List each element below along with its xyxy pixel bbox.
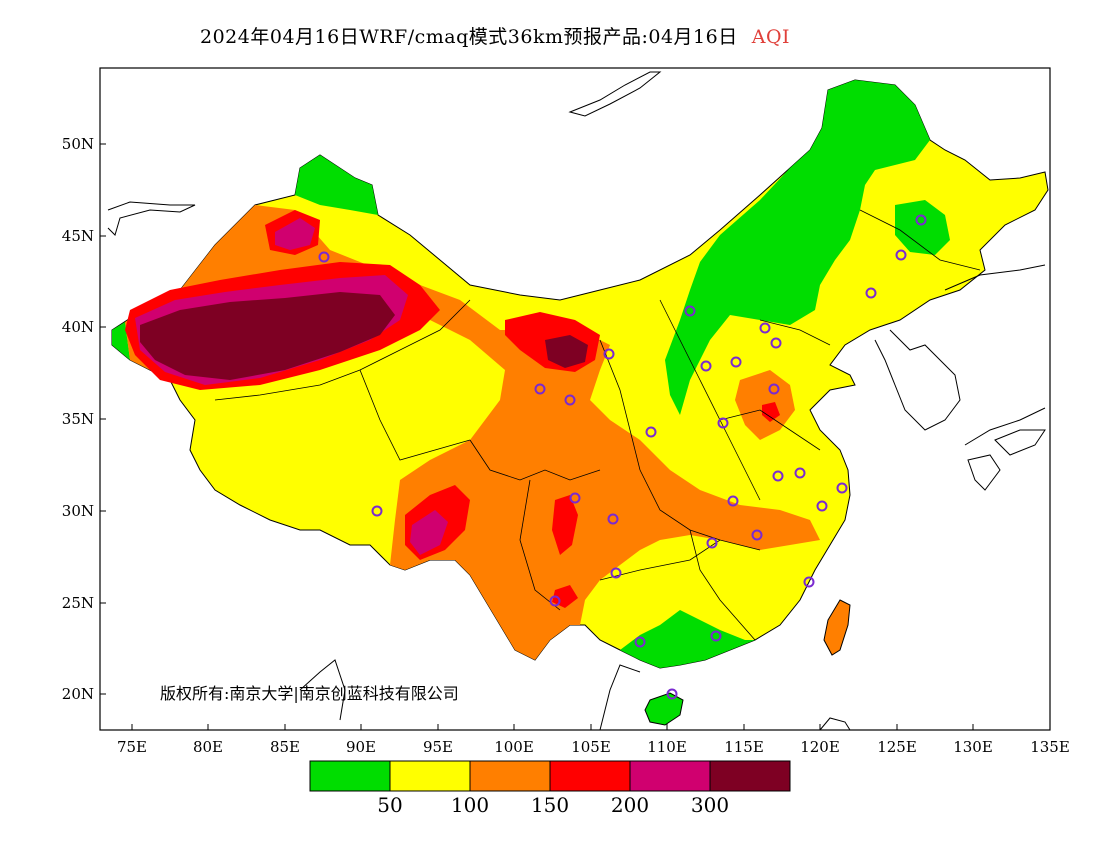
sichuan-unhealthy-patch: [552, 495, 578, 555]
station-marker: [534, 383, 546, 395]
lat-label: 20N: [62, 685, 94, 703]
station-marker: [318, 251, 330, 263]
lon-label: 130E: [953, 738, 993, 756]
hebei-unhealthy-patch: [762, 402, 780, 422]
lon-label: 85E: [270, 738, 300, 756]
junggar-very-unhealthy-patch: [275, 218, 315, 250]
aqi-legend: 50 100 150 200 300: [309, 760, 791, 817]
lon-label: 110E: [647, 738, 687, 756]
station-marker: [794, 467, 806, 479]
tibet-very-unhealthy-patch: [410, 510, 448, 555]
axis-ticks: [100, 143, 1051, 730]
legend-label: 300: [691, 793, 729, 817]
lon-label: 90E: [346, 738, 376, 756]
station-marker: [759, 322, 771, 334]
station-marker: [610, 567, 622, 579]
station-marker: [666, 688, 678, 700]
lon-label: 125E: [877, 738, 917, 756]
station-marker: [603, 348, 615, 360]
station-marker: [770, 337, 782, 349]
lon-label: 105E: [571, 738, 611, 756]
lat-label: 50N: [62, 135, 94, 153]
station-marker: [684, 305, 696, 317]
station-marker: [700, 360, 712, 372]
station-marker: [768, 383, 780, 395]
legend-swatch: [389, 760, 471, 792]
station-marker: [634, 636, 646, 648]
map-title: 2024年04月16日WRF/cmaq模式36km预报产品:04月16日 AQI: [200, 22, 790, 49]
station-marker: [751, 529, 763, 541]
station-marker: [865, 287, 877, 299]
legend-label: 50: [377, 793, 402, 817]
legend-swatch: [309, 760, 391, 792]
taiwan-island: [823, 599, 851, 656]
northeast-clean-zone: [665, 80, 930, 415]
southwest-green-border: [112, 322, 130, 360]
station-marker: [569, 492, 581, 504]
lon-label: 120E: [800, 738, 840, 756]
station-marker: [607, 513, 619, 525]
hainan-island: [644, 692, 684, 726]
lon-label: 135E: [1030, 738, 1070, 756]
south-coast-green: [620, 610, 755, 668]
legend-swatch: [469, 760, 551, 792]
tarim-hazardous-core: [140, 292, 395, 380]
northeast-green-patch: [895, 200, 950, 255]
lon-label: 80E: [193, 738, 223, 756]
monitoring-stations: [318, 214, 927, 700]
station-marker: [727, 495, 739, 507]
longitude-labels: 75E 80E 85E 90E 95E 100E 105E 110E 115E …: [117, 738, 1070, 756]
lon-label: 95E: [423, 738, 453, 756]
lat-label: 45N: [62, 227, 94, 245]
lat-label: 35N: [62, 410, 94, 428]
station-marker: [371, 505, 383, 517]
lat-label: 40N: [62, 318, 94, 336]
legend-label: 200: [611, 793, 649, 817]
station-marker: [836, 482, 848, 494]
station-marker: [803, 576, 815, 588]
station-marker: [564, 394, 576, 406]
station-marker: [549, 595, 561, 607]
station-marker: [772, 470, 784, 482]
station-marker: [645, 426, 657, 438]
lon-label: 75E: [117, 738, 147, 756]
station-marker: [816, 500, 828, 512]
copyright-notice: 版权所有:南京大学|南京创蓝科技有限公司: [160, 684, 459, 703]
lon-label: 100E: [494, 738, 534, 756]
legend-swatch: [549, 760, 631, 792]
station-marker: [717, 417, 729, 429]
station-marker: [706, 537, 718, 549]
legend-label: 150: [531, 793, 569, 817]
northwest-green-patch: [295, 155, 378, 215]
province-borders: [214, 209, 981, 641]
lat-label: 30N: [62, 502, 94, 520]
station-marker: [730, 356, 742, 368]
title-parameter: AQI: [751, 26, 791, 48]
legend-swatch: [709, 760, 791, 792]
station-marker: [895, 249, 907, 261]
station-marker: [710, 630, 722, 642]
qaidam-hazardous-core: [545, 335, 588, 368]
legend-swatch: [629, 760, 711, 792]
lon-label: 115E: [724, 738, 764, 756]
station-marker: [915, 214, 927, 226]
neighbor-coastlines: [107, 71, 1046, 731]
legend-label: 100: [451, 793, 489, 817]
latitude-labels: 50N 45N 40N 35N 30N 25N 20N: [62, 135, 94, 703]
title-main: 2024年04月16日WRF/cmaq模式36km预报产品:04月16日: [200, 26, 738, 48]
lat-label: 25N: [62, 594, 94, 612]
